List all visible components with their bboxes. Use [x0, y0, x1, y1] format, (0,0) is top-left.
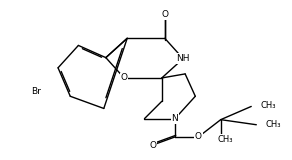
Text: CH₃: CH₃ — [217, 135, 233, 144]
Text: NH: NH — [176, 54, 190, 63]
Text: N: N — [172, 114, 178, 123]
Text: CH₃: CH₃ — [265, 120, 281, 129]
Text: O: O — [149, 141, 156, 150]
Text: O: O — [121, 73, 128, 82]
Text: O: O — [161, 10, 168, 19]
Text: CH₃: CH₃ — [260, 101, 276, 110]
Text: Br: Br — [31, 87, 41, 96]
Text: O: O — [195, 132, 202, 141]
